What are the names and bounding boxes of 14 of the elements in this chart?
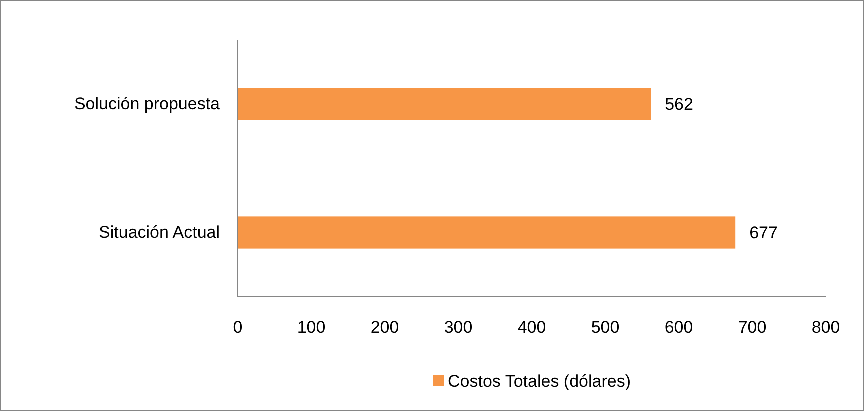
x-tick-label: 600 xyxy=(664,318,694,338)
data-label: 677 xyxy=(750,224,778,243)
legend-label: Costos Totales (dólares) xyxy=(448,372,631,391)
x-tick-label: 300 xyxy=(444,318,473,338)
y-tick-label: Solución propuesta xyxy=(74,94,221,114)
y-tick-label: Situación Actual xyxy=(99,223,220,242)
x-tick-label: 700 xyxy=(738,318,767,338)
x-tick-label: 400 xyxy=(518,318,546,338)
x-tick-label: 200 xyxy=(370,318,400,338)
x-tick-label: 500 xyxy=(591,318,620,338)
data-label: 562 xyxy=(665,95,694,114)
x-tick-label: 800 xyxy=(812,318,840,338)
x-tick-label: 100 xyxy=(297,318,326,338)
x-tick-label: 0 xyxy=(233,318,243,338)
